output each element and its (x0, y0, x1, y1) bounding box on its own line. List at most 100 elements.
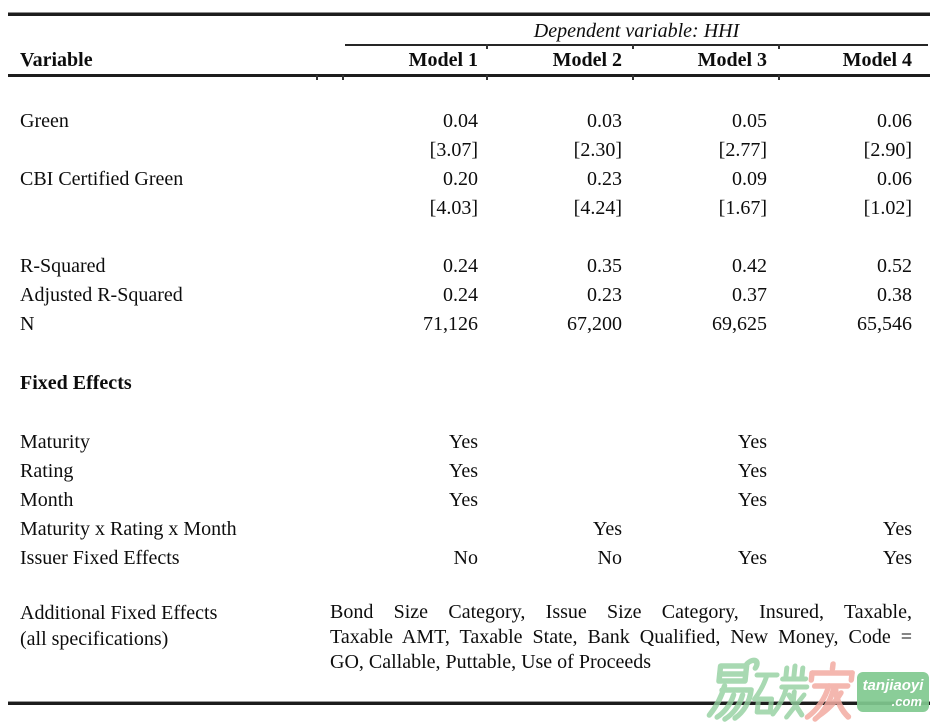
cell-value: [2.30] (573, 139, 622, 161)
cell-value: Yes (448, 460, 478, 482)
spacer (0, 573, 935, 600)
cjk-jia-character-icon (804, 661, 855, 722)
cell-value: [3.07] (429, 139, 478, 161)
cell-value: Yes (737, 489, 767, 511)
table-row-maturity-rating-month: Maturity x Rating x Month Yes Yes (0, 515, 935, 544)
cell-value: 0.24 (443, 284, 478, 306)
cell-value: 0.38 (877, 284, 912, 306)
cell-value: 0.06 (877, 168, 912, 190)
cell-value: 0.37 (732, 284, 767, 306)
cell-value: Yes (737, 460, 767, 482)
column-tick (486, 75, 488, 80)
header-rule (8, 74, 930, 77)
cell-value: [2.77] (718, 139, 767, 161)
column-tick (316, 75, 318, 80)
cell-value: Yes (882, 547, 912, 569)
table-row-adjusted-r-squared: Adjusted R-Squared 0.24 0.23 0.37 0.38 (0, 281, 935, 310)
cjk-yi-character-icon (706, 657, 760, 722)
table-row-issuer-fixed-effects: Issuer Fixed Effects No No Yes Yes (0, 544, 935, 573)
cell-value: Yes (592, 518, 622, 540)
spacer (0, 77, 935, 107)
row-label: Month (20, 489, 74, 511)
tanjiaoyi-badge: tanjiaoyi .com (857, 672, 929, 712)
additional-fixed-effects-label-line1: Additional Fixed Effects (20, 602, 218, 624)
note-text-line2: Taxable AMT, Taxable State, Bank Qualifi… (330, 626, 912, 648)
cell-value: 0.52 (877, 255, 912, 277)
table-row-n: N 71,126 67,200 69,625 65,546 (0, 310, 935, 339)
column-tick (632, 44, 634, 49)
note-text-line1: Bond Size Category, Issue Size Category,… (330, 601, 912, 623)
cell-value: 0.42 (732, 255, 767, 277)
cell-value: 0.20 (443, 168, 478, 190)
additional-fixed-effects-text: Bond Size Category, Issue Size Category,… (330, 600, 912, 675)
column-tick (778, 75, 780, 80)
table-row-month: Month Yes Yes (0, 486, 935, 515)
cell-value: 0.03 (587, 110, 622, 132)
spacer (0, 339, 935, 369)
row-label: Issuer Fixed Effects (20, 547, 180, 569)
row-label: Maturity x Rating x Month (20, 518, 237, 540)
column-tick (342, 75, 344, 80)
cell-value: [1.02] (863, 197, 912, 219)
additional-fixed-effects-row: Additional Fixed Effects (all specificat… (0, 600, 935, 675)
additional-fixed-effects-label-line2: (all specifications) (20, 628, 169, 650)
note-text-line3: GO, Callable, Puttable, Use of Proceeds (330, 651, 652, 673)
row-label: Rating (20, 460, 74, 482)
table-section-fixed-effects: Fixed Effects (0, 369, 935, 398)
cell-value: Yes (737, 547, 767, 569)
cell-value: [4.24] (573, 197, 622, 219)
table-row-cbi-tstat: [4.03] [4.24] [1.67] [1.02] (0, 194, 935, 223)
cell-value: 0.23 (587, 168, 622, 190)
row-label: Adjusted R-Squared (20, 284, 183, 306)
column-header-row: Variable Model 1 Model 2 Model 3 Model 4 (0, 47, 935, 73)
column-tick (486, 44, 488, 49)
column-header-model-3: Model 3 (697, 48, 767, 71)
spacer (0, 398, 935, 428)
table-row-r-squared: R-Squared 0.24 0.35 0.42 0.52 (0, 252, 935, 281)
row-label: R-Squared (20, 255, 106, 277)
cell-value: 71,126 (423, 313, 478, 335)
cell-value: 0.24 (443, 255, 478, 277)
cell-value: 65,546 (857, 313, 912, 335)
cell-value: 0.23 (587, 284, 622, 306)
cell-value: Yes (448, 489, 478, 511)
cell-value: 67,200 (567, 313, 622, 335)
column-tick (632, 75, 634, 80)
row-label: N (20, 313, 35, 335)
cjk-tan-character-icon (752, 663, 810, 720)
column-tick (778, 44, 780, 49)
cell-value: 0.35 (587, 255, 622, 277)
badge-text-tanjiaoyi: tanjiaoyi (863, 677, 925, 694)
cell-value: No (453, 547, 478, 569)
section-header: Fixed Effects (20, 372, 132, 394)
table-row-green-tstat: [3.07] [2.30] [2.77] [2.90] (0, 136, 935, 165)
cell-value: 0.06 (877, 110, 912, 132)
spanner-underline (345, 44, 928, 46)
cell-value: 0.04 (443, 110, 478, 132)
top-rule (8, 13, 930, 16)
cell-value: Yes (448, 431, 478, 453)
badge-background (857, 672, 929, 712)
column-header-model-4: Model 4 (842, 48, 912, 71)
cell-value: [1.67] (718, 197, 767, 219)
table-row-rating: Rating Yes Yes (0, 457, 935, 486)
spacer (0, 223, 935, 252)
column-header-model-1: Model 1 (408, 48, 478, 71)
cell-value: 0.09 (732, 168, 767, 190)
bottom-rule (8, 702, 930, 705)
badge-text-com: .com (892, 694, 923, 709)
table-row-maturity: Maturity Yes Yes (0, 428, 935, 457)
cell-value: No (597, 547, 622, 569)
cell-value: 69,625 (712, 313, 767, 335)
row-label: Green (20, 110, 69, 132)
row-label: Maturity (20, 431, 90, 453)
table-row-cbi-certified-green: CBI Certified Green 0.20 0.23 0.09 0.06 (0, 165, 935, 194)
additional-fixed-effects-label: Additional Fixed Effects (all specificat… (0, 600, 330, 652)
cell-value: 0.05 (732, 110, 767, 132)
table-row-green: Green 0.04 0.03 0.05 0.06 (0, 107, 935, 136)
table-body: Green 0.04 0.03 0.05 0.06 [3.07] [2.30] … (0, 77, 935, 675)
dependent-variable-spanner: Dependent variable: HHI (533, 20, 740, 42)
column-header-model-2: Model 2 (552, 48, 622, 71)
row-label: CBI Certified Green (20, 168, 184, 190)
